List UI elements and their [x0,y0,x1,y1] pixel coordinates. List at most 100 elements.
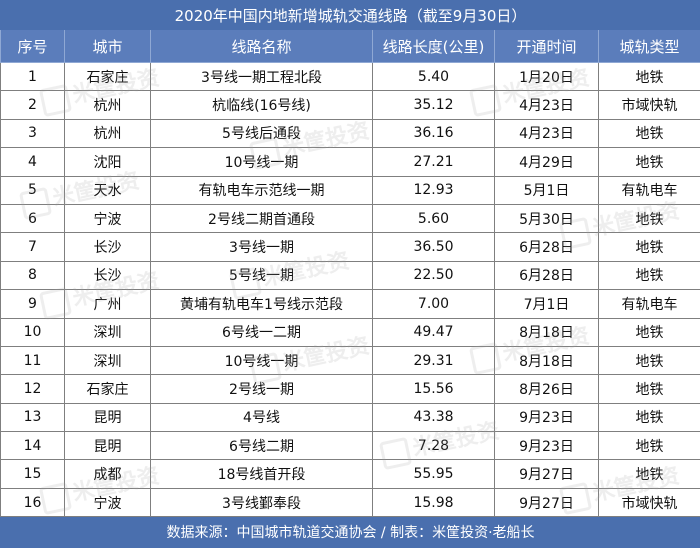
cell-open-date: 1月20日 [495,63,599,91]
cell-rail-type: 地铁 [599,460,700,488]
cell-index: 16 [1,488,65,516]
cell-length: 22.50 [373,261,495,289]
cell-rail-type: 地铁 [599,148,700,176]
cell-length: 15.56 [373,375,495,403]
cell-open-date: 7月1日 [495,290,599,318]
cell-rail-type: 地铁 [599,346,700,374]
cell-length: 36.50 [373,233,495,261]
cell-index: 13 [1,403,65,431]
cell-rail-type: 地铁 [599,63,700,91]
cell-city: 深圳 [65,346,151,374]
cell-rail-type: 地铁 [599,403,700,431]
cell-line-name: 黄埔有轨电车1号线示范段 [151,290,373,318]
cell-open-date: 9月27日 [495,488,599,516]
column-header-city: 城市 [65,30,151,63]
cell-city: 石家庄 [65,63,151,91]
cell-length: 7.00 [373,290,495,318]
cell-line-name: 10号线一期 [151,346,373,374]
cell-length: 7.28 [373,432,495,460]
cell-length: 5.60 [373,204,495,232]
cell-line-name: 3号线一期 [151,233,373,261]
cell-city: 石家庄 [65,375,151,403]
cell-city: 广州 [65,290,151,318]
cell-city: 宁波 [65,488,151,516]
table-title: 2020年中国内地新增城轨交通线路（截至9月30日） [1,1,700,30]
cell-open-date: 4月29日 [495,148,599,176]
cell-city: 成都 [65,460,151,488]
cell-line-name: 5号线后通段 [151,119,373,147]
cell-city: 长沙 [65,261,151,289]
cell-rail-type: 有轨电车 [599,176,700,204]
column-header-index: 序号 [1,30,65,63]
cell-index: 8 [1,261,65,289]
table-footer: 数据来源：中国城市轨道交通协会 / 制表：米筐投资·老船长 [1,517,700,548]
cell-rail-type: 地铁 [599,119,700,147]
cell-rail-type: 市域快轨 [599,488,700,516]
cell-index: 14 [1,432,65,460]
cell-rail-type: 地铁 [599,318,700,346]
cell-line-name: 6号线二期 [151,432,373,460]
cell-length: 49.47 [373,318,495,346]
cell-open-date: 4月23日 [495,119,599,147]
column-header-length: 线路长度(公里) [373,30,495,63]
cell-index: 2 [1,91,65,119]
cell-index: 4 [1,148,65,176]
cell-length: 15.98 [373,488,495,516]
cell-index: 5 [1,176,65,204]
cell-line-name: 3号线一期工程北段 [151,63,373,91]
cell-city: 宁波 [65,204,151,232]
cell-length: 43.38 [373,403,495,431]
cell-rail-type: 地铁 [599,432,700,460]
cell-index: 3 [1,119,65,147]
cell-index: 15 [1,460,65,488]
title-row: 2020年中国内地新增城轨交通线路（截至9月30日） [1,1,700,30]
cell-open-date: 5月30日 [495,204,599,232]
cell-line-name: 3号线鄞奉段 [151,488,373,516]
cell-city: 昆明 [65,403,151,431]
footer-row: 数据来源：中国城市轨道交通协会 / 制表：米筐投资·老船长 [1,517,700,548]
cell-rail-type: 地铁 [599,233,700,261]
cell-open-date: 6月28日 [495,261,599,289]
cell-length: 55.95 [373,460,495,488]
cell-city: 沈阳 [65,148,151,176]
cell-open-date: 9月23日 [495,403,599,431]
cell-city: 天水 [65,176,151,204]
cell-rail-type: 有轨电车 [599,290,700,318]
cell-length: 35.12 [373,91,495,119]
column-header-line-name: 线路名称 [151,30,373,63]
cell-rail-type: 市域快轨 [599,91,700,119]
cell-open-date: 8月18日 [495,318,599,346]
cell-length: 29.31 [373,346,495,374]
cell-rail-type: 地铁 [599,375,700,403]
cell-index: 9 [1,290,65,318]
cell-open-date: 6月28日 [495,233,599,261]
cell-open-date: 8月18日 [495,346,599,374]
cell-line-name: 杭临线(16号线) [151,91,373,119]
cell-line-name: 有轨电车示范线一期 [151,176,373,204]
cell-city: 长沙 [65,233,151,261]
column-header-open-date: 开通时间 [495,30,599,63]
cell-index: 7 [1,233,65,261]
cell-open-date: 9月27日 [495,460,599,488]
cell-open-date: 8月26日 [495,375,599,403]
header-row: 序号 城市 线路名称 线路长度(公里) 开通时间 城轨类型 [1,30,700,63]
cell-city: 杭州 [65,91,151,119]
cell-rail-type: 地铁 [599,261,700,289]
cell-index: 1 [1,63,65,91]
cell-open-date: 5月1日 [495,176,599,204]
column-header-rail-type: 城轨类型 [599,30,700,63]
